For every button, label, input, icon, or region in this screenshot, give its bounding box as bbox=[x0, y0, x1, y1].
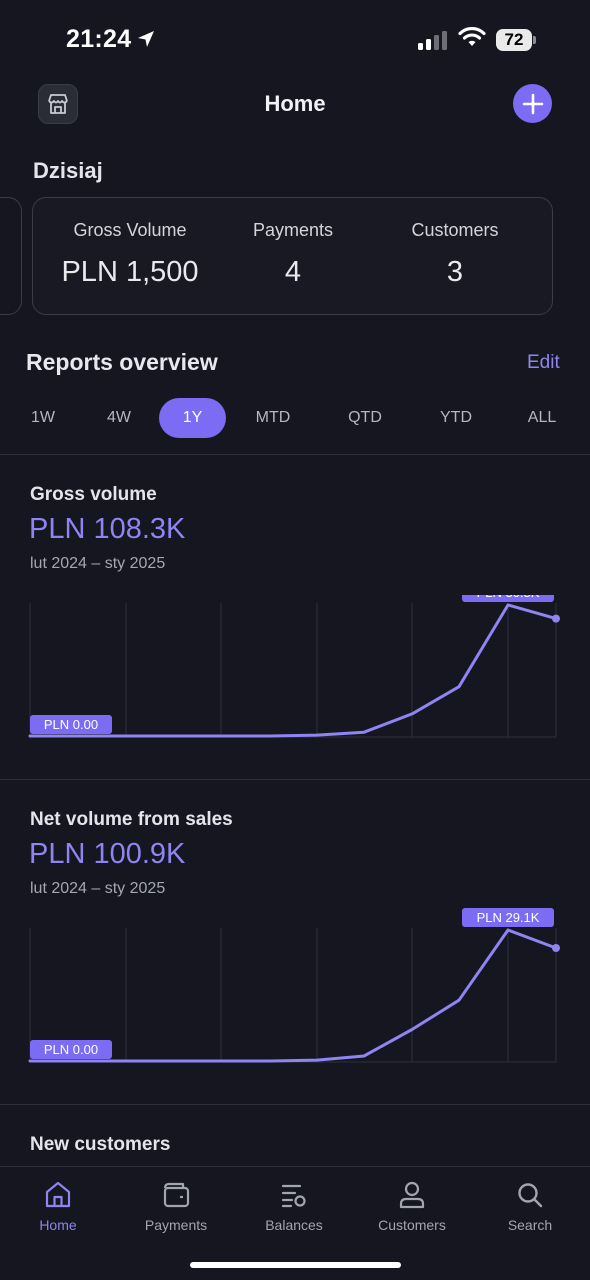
stat-label: Customers bbox=[411, 220, 499, 240]
status-time: 21:24 bbox=[66, 25, 132, 53]
tab-payments[interactable]: Payments bbox=[126, 1179, 226, 1233]
series-line bbox=[28, 928, 558, 1063]
battery-cap bbox=[533, 36, 536, 44]
battery-level: 72 bbox=[496, 29, 532, 51]
battery-indicator: 72 bbox=[496, 29, 536, 51]
wallet-icon bbox=[163, 1182, 190, 1208]
stat-value: 3 bbox=[446, 256, 464, 288]
store-icon bbox=[48, 94, 68, 114]
tab-home[interactable]: Home bbox=[8, 1179, 108, 1233]
tab-search[interactable]: Search bbox=[480, 1179, 580, 1233]
add-button[interactable] bbox=[513, 84, 552, 123]
wifi-icon bbox=[458, 27, 486, 46]
tab-label: Balances bbox=[265, 1217, 323, 1233]
tab-customers[interactable]: Customers bbox=[362, 1179, 462, 1233]
series-line bbox=[28, 603, 558, 738]
previous-stats-card[interactable] bbox=[0, 197, 22, 315]
edit-reports-link[interactable]: Edit bbox=[527, 352, 560, 373]
end-point bbox=[552, 614, 560, 623]
min-value-label: PLN 0.00 bbox=[44, 1042, 98, 1057]
net-volume-title: Net volume from sales bbox=[30, 809, 233, 830]
tab-bar: Home Payments Balances Customers Sea bbox=[0, 1166, 590, 1280]
status-bar: 21:24 72 bbox=[0, 0, 590, 80]
gross-volume-value: PLN 108.3K bbox=[29, 513, 186, 545]
end-point bbox=[552, 944, 560, 953]
store-button[interactable] bbox=[38, 84, 78, 124]
net-volume-range: lut 2024 – sty 2025 bbox=[30, 880, 166, 897]
search-icon bbox=[518, 1183, 543, 1208]
tab-label: Payments bbox=[144, 1217, 208, 1233]
stat-value: 4 bbox=[284, 256, 302, 288]
gross-volume-range: lut 2024 – sty 2025 bbox=[30, 555, 166, 572]
plus-icon bbox=[522, 93, 543, 114]
divider bbox=[0, 454, 590, 455]
net-volume-value: PLN 100.9K bbox=[29, 838, 186, 870]
max-value-label: PLN 30.8K bbox=[477, 595, 540, 600]
min-value-label: PLN 0.00 bbox=[44, 717, 98, 732]
stat-label: Payments bbox=[252, 220, 334, 240]
home-indicator bbox=[190, 1262, 401, 1268]
stat-value: PLN 1,500 bbox=[61, 256, 199, 288]
period-tab-mtd[interactable]: MTD bbox=[255, 409, 291, 426]
gross-volume-chart[interactable]: PLN 0.00 PLN 30.8K bbox=[0, 595, 590, 745]
tab-label: Search bbox=[507, 1217, 553, 1233]
tab-balances[interactable]: Balances bbox=[244, 1179, 344, 1233]
new-customers-title: New customers bbox=[30, 1134, 171, 1155]
tab-label: Customers bbox=[378, 1217, 446, 1233]
person-icon bbox=[399, 1181, 425, 1209]
page-title: Home bbox=[264, 91, 326, 116]
today-stats-card[interactable]: Gross Volume PLN 1,500 Payments 4 Custom… bbox=[32, 197, 553, 315]
net-volume-chart[interactable]: PLN 0.00 PLN 29.1K bbox=[0, 904, 590, 1070]
period-tab-1w[interactable]: 1W bbox=[31, 409, 55, 426]
reports-overview-title: Reports overview bbox=[26, 349, 218, 375]
divider bbox=[0, 1104, 590, 1105]
home-icon bbox=[45, 1181, 71, 1208]
stat-label: Gross Volume bbox=[73, 220, 187, 240]
max-value-badge bbox=[462, 595, 554, 602]
period-tab-ytd[interactable]: YTD bbox=[440, 409, 472, 426]
today-title: Dzisiaj bbox=[33, 158, 103, 183]
period-tab-qtd[interactable]: QTD bbox=[348, 409, 382, 426]
min-value-badge bbox=[30, 715, 112, 734]
location-arrow-icon bbox=[138, 31, 154, 47]
period-tab-all[interactable]: ALL bbox=[527, 409, 557, 426]
balances-icon bbox=[281, 1184, 306, 1208]
period-tab-1y[interactable]: 1Y bbox=[159, 398, 226, 438]
max-value-label: PLN 29.1K bbox=[477, 910, 540, 925]
cellular-signal-icon bbox=[418, 31, 447, 50]
gross-volume-title: Gross volume bbox=[30, 484, 157, 505]
max-value-badge bbox=[462, 908, 554, 927]
divider bbox=[0, 779, 590, 780]
period-tab-4w[interactable]: 4W bbox=[107, 409, 131, 426]
min-value-badge bbox=[30, 1040, 112, 1059]
tab-label: Home bbox=[39, 1217, 77, 1233]
